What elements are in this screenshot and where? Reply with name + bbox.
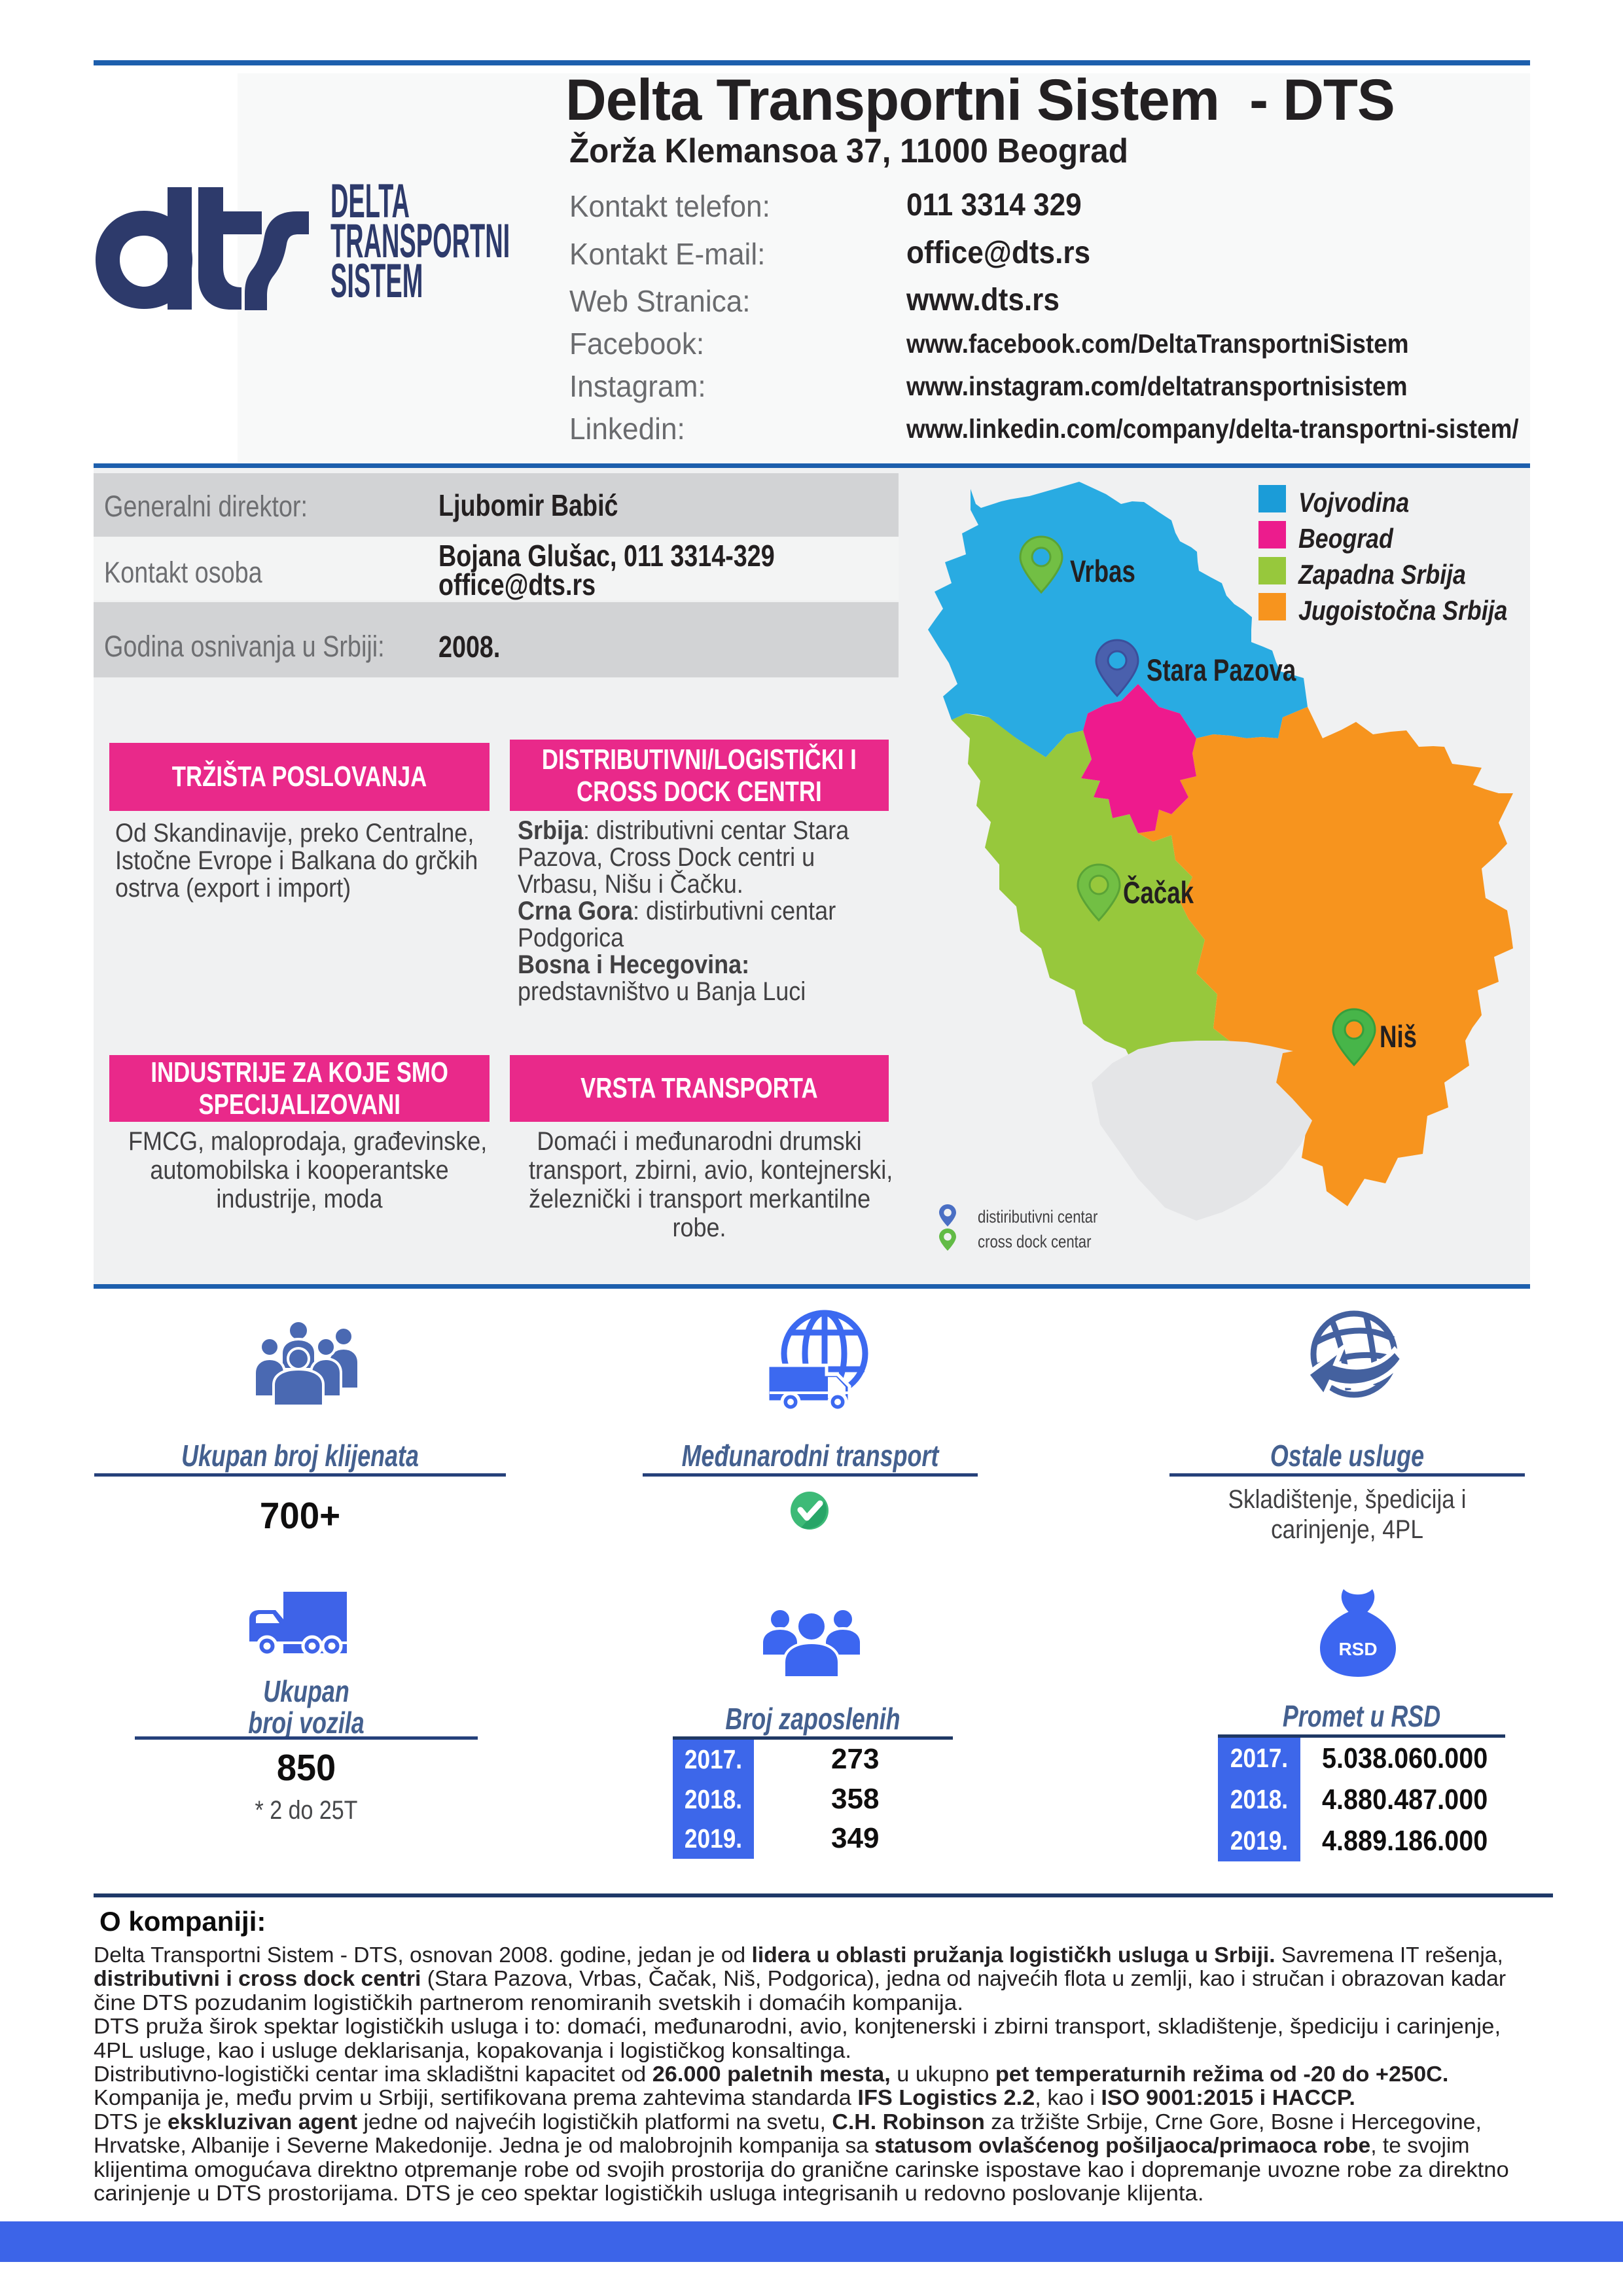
svg-text:RSD: RSD (1338, 1639, 1377, 1659)
